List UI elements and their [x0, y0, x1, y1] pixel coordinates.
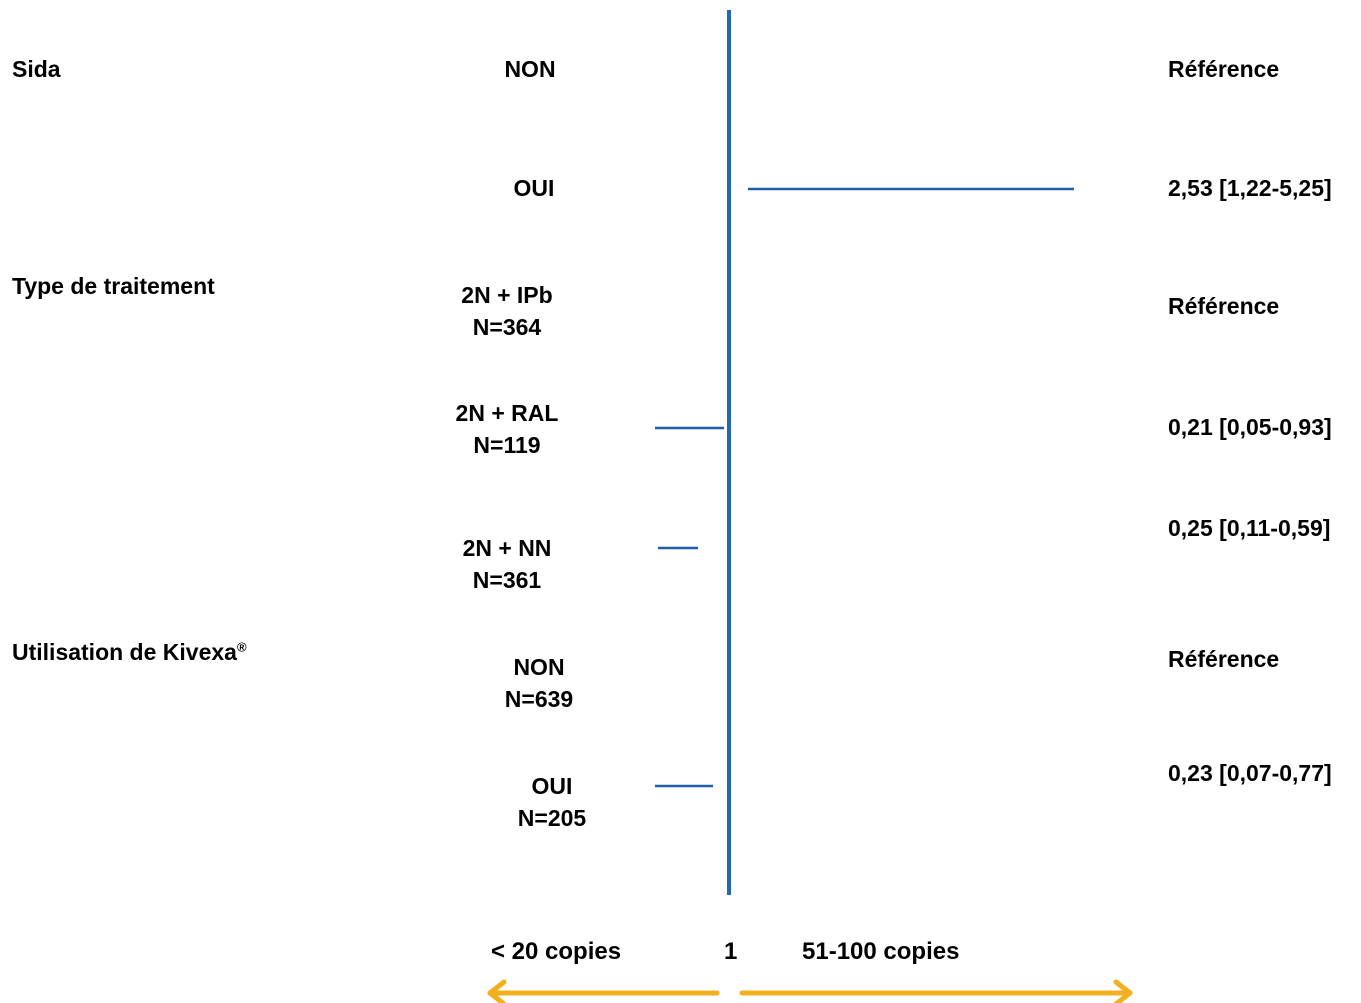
category-nn: 2N + NN N=361 — [427, 532, 587, 596]
axis-label-center: 1 — [724, 938, 738, 965]
group-label-kivexa: Utilisation de Kivexa® — [12, 636, 247, 668]
category-kivexa-oui-n: N=205 — [517, 805, 587, 831]
group-label-type-traitement: Type de traitement — [12, 273, 215, 299]
category-kivexa-non: NON N=639 — [459, 651, 619, 715]
category-ral-name: 2N + RAL — [455, 400, 559, 426]
or-label-sida-non: Référence — [1168, 56, 1280, 82]
ci-lines — [655, 187, 1074, 788]
or-label-ral: 0,21 [0,05-0,93] — [1168, 414, 1332, 440]
left-arrow — [487, 979, 720, 1003]
category-kivexa-oui: OUI N=205 — [472, 770, 632, 834]
or-label-nn: 0,25 [0,11-0,59] — [1168, 515, 1331, 541]
category-sida-non: NON — [504, 56, 556, 82]
group-label-sida: Sida — [12, 56, 61, 82]
axis-label-left: < 20 copies — [491, 938, 622, 965]
category-kivexa-oui-name: OUI — [531, 773, 573, 799]
category-ipb-name: 2N + IPb — [461, 282, 553, 308]
or-label-ipb: Référence — [1168, 293, 1280, 319]
group-label-kivexa-text: Utilisation de Kivexa — [12, 639, 237, 665]
registered-mark: ® — [236, 639, 247, 655]
direction-arrows — [487, 979, 1133, 1003]
or-label-kivexa-oui: 0,23 [0,07-0,77] — [1168, 760, 1332, 786]
category-nn-n: N=361 — [472, 567, 542, 593]
category-ipb-n: N=364 — [472, 314, 542, 340]
category-kivexa-non-name: NON — [513, 654, 565, 680]
right-arrow — [739, 979, 1133, 1003]
category-ral-n: N=119 — [473, 432, 541, 458]
category-kivexa-non-n: N=639 — [504, 686, 574, 712]
category-ipb: 2N + IPb N=364 — [427, 279, 587, 343]
axis-label-right: 51-100 copies — [802, 938, 960, 965]
category-nn-name: 2N + NN — [462, 535, 552, 561]
category-sida-oui: OUI — [513, 175, 555, 201]
or-label-sida-oui: 2,53 [1,22-5,25] — [1168, 175, 1332, 201]
category-ral: 2N + RAL N=119 — [427, 397, 587, 461]
or-label-kivexa-non: Référence — [1168, 646, 1280, 672]
